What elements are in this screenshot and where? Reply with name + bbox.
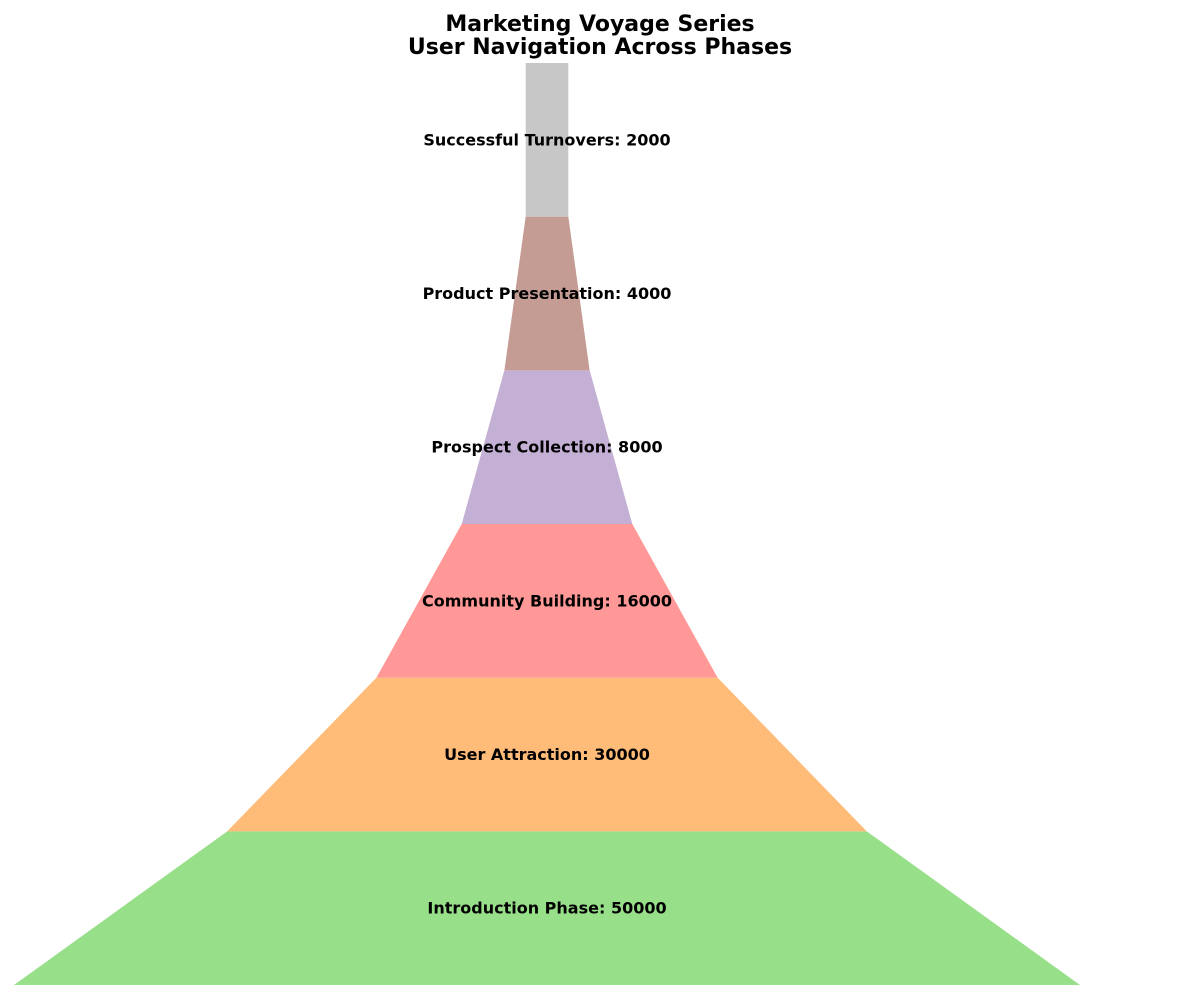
chart-title-line-1: Marketing Voyage Series bbox=[445, 12, 754, 37]
funnel-segments bbox=[14, 63, 1080, 985]
funnel-segment-prospect-collection bbox=[461, 370, 633, 524]
funnel-labels: Introduction Phase: 50000 User Attraction… bbox=[422, 130, 672, 917]
funnel-label-successful-turnovers: Successful Turnovers: 2000 bbox=[423, 130, 670, 149]
funnel-segment-community-building bbox=[376, 524, 718, 678]
funnel-label-prospect-collection: Prospect Collection: 8000 bbox=[431, 438, 662, 457]
funnel-segment-successful-turnovers bbox=[525, 63, 569, 217]
funnel-label-user-attraction: User Attraction: 30000 bbox=[444, 745, 650, 764]
funnel-segment-introduction-phase bbox=[14, 831, 1080, 985]
funnel-segment-user-attraction bbox=[227, 677, 867, 832]
chart-title-line-2: User Navigation Across Phases bbox=[408, 35, 792, 60]
funnel-label-introduction-phase: Introduction Phase: 50000 bbox=[427, 899, 666, 918]
funnel-segment-product-presentation bbox=[504, 216, 590, 371]
funnel-label-community-building: Community Building: 16000 bbox=[422, 591, 672, 610]
funnel-label-product-presentation: Product Presentation: 4000 bbox=[423, 284, 672, 303]
